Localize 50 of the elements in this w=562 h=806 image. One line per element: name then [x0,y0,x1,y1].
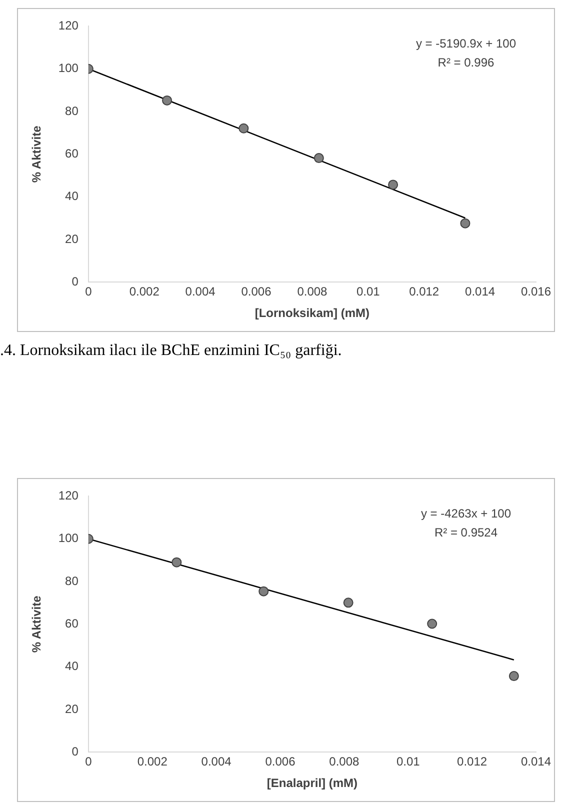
x-tick-label: 0.004 [201,754,232,769]
y-axis-title: % Aktivite [30,595,44,653]
text: .4. Lornoksikam ilacı ile BChE enzimini IC₅₀ garfiği. [0,342,342,360]
y-tick-label: 40 [65,659,79,674]
annotation: R² = 0.9524 [434,526,498,540]
x-tick-label: 0.012 [409,284,440,299]
y-tick-label: 40 [65,189,79,204]
point [314,153,324,164]
point [172,557,182,568]
y-tick-label: 0 [72,274,79,289]
x-tick-label: 0 [85,284,92,299]
x-axis-title: [Lornoksikam] (mM) [254,306,370,320]
y-tick-label: 120 [58,488,79,503]
point [343,598,354,608]
x-tick-label: 0.012 [457,754,488,769]
x-tick-label: 0.008 [329,754,360,769]
point [162,95,172,106]
point [427,618,438,629]
y-tick-label: 60 [65,616,79,631]
annotation: y = -4263x + 100 [420,506,512,521]
y-tick-label: 20 [65,232,79,246]
annotation: y = -5190.9x + 100 [416,36,516,51]
x-tick-label: 0.016 [520,284,552,299]
y-tick-label: 120 [58,18,79,33]
x-tick-label: 0.008 [297,284,328,299]
x-tick-label: 0.002 [129,284,160,299]
y-tick-label: 60 [65,146,79,161]
point [460,218,470,228]
x-tick-label: 0.004 [185,284,216,299]
x-axis-title: [Enalapril] (mM) [266,776,358,790]
point [508,671,519,682]
x-tick-label: 0.006 [241,284,272,299]
x-tick-label: 0.014 [520,754,552,769]
y-tick-label: 100 [58,61,79,76]
point [238,123,249,134]
y-tick-label: 0 [72,744,79,759]
x-tick-label: 0 [85,754,92,769]
x-tick-label: 0.01 [356,284,380,299]
y-tick-label: 80 [65,104,79,118]
y-axis-title: % Aktivite [30,125,44,183]
x-tick-label: 0.014 [465,284,496,299]
x-tick-label: 0.006 [265,754,296,769]
y-tick-label: 100 [58,531,79,546]
y-tick-label: 20 [65,702,79,716]
point [388,180,398,190]
y-tick-label: 80 [65,574,79,588]
annotation: R² = 0.996 [438,56,494,70]
point [258,586,269,596]
x-tick-label: 0.002 [137,754,168,769]
x-tick-label: 0.01 [396,754,420,769]
